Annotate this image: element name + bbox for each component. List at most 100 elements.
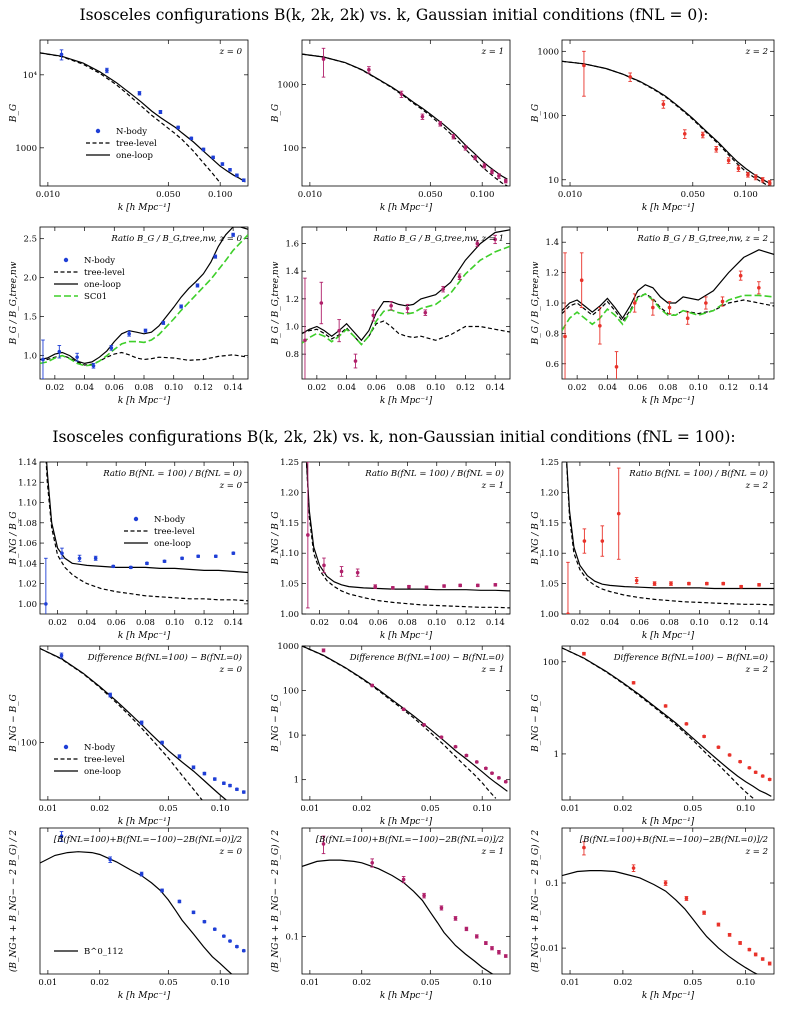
nbody-point [484,766,488,771]
nbody-point [616,511,621,516]
y-tick-label: 1.00 [540,610,559,620]
y-tick-label: 1.4 [545,238,559,248]
x-tick-label: 0.10 [736,804,755,814]
y-axis-label: B_G / B_G,tree,nw [271,261,281,345]
nbody-point [753,952,758,957]
nbody-point [303,338,307,343]
nbody-point [196,554,200,559]
nbody-point [405,306,410,311]
y-tick-label: 100 [543,658,559,668]
nbody-point [661,102,666,107]
panel-annotation-z: z = 2 [745,665,768,675]
x-tick-label: 0.100 [733,190,757,200]
nbody-point [704,301,708,305]
nbody-points [582,50,772,186]
legend-label-oneloop: one-loop [116,151,153,161]
nbody-point [211,155,215,160]
nbody-point [195,283,200,288]
legend: B^0_112 [54,947,123,957]
y-tick-label: 1.0 [285,322,299,332]
x-tick-label: 0.02 [613,804,632,814]
x-tick-label: 0.01 [561,978,580,988]
x-tick-label: 0.02 [570,618,589,628]
x-tick-label: 0.12 [194,383,213,393]
nbody-point [563,334,567,339]
x-axis-label: k [h Mpc⁻¹] [118,203,171,213]
section-title-gaussian: Isosceles configurations B(k, 2k, 2k) vs… [79,6,709,24]
series-line-sc01 [562,292,774,331]
nbody-point [600,539,605,543]
panel-annotation-z: z = 0 [219,665,243,675]
y-tick-label: 10 [288,731,299,741]
x-axis-label: k [h Mpc⁻¹] [642,396,695,406]
chart-panel-r3z2: 0.02 0.04 0.06 0.08 0.10 0.12 0.14 1.00 1.05 1.10… [531,458,775,641]
nbody-point [373,584,378,589]
x-tick-label: 0.02 [613,978,632,988]
x-tick-label: 0.02 [307,383,326,393]
series-group [302,646,508,799]
y-tick-label: 1000 [15,144,37,154]
series-line-one-loop [305,462,510,592]
nbody-point [453,744,458,749]
panel-annotation-z: z = 2 [745,481,768,491]
nbody-point [191,910,196,915]
x-axis-label: k [h Mpc⁻¹] [380,396,433,406]
chart-panel-r1z0: 0.010 0.050 0.100 1000 10⁴ k [h Mpc⁻¹] B_G z = … [9,39,249,213]
nbody-point [702,910,706,915]
x-axis-label: k [h Mpc⁻¹] [380,631,433,641]
x-tick-label: 0.08 [659,383,678,393]
nbody-point [77,556,82,561]
x-tick-label: 0.05 [159,978,178,988]
nbody-point [401,877,406,882]
legend-label-nbody: N-body [116,127,147,137]
nbody-point [231,232,235,237]
nbody-point [684,722,689,726]
x-tick-label: 0.08 [660,618,679,628]
legend: N-body tree-level one-loop [86,127,157,161]
nbody-point [747,765,752,770]
nbody-point [57,349,62,354]
y-tick-label: 1.10 [18,499,37,509]
y-tick-label: 1.05 [280,580,299,590]
nbody-point [475,241,480,246]
chart-panel-r2z2: 0.02 0.04 0.06 0.08 0.10 0.12 0.14 0.6 0.8 1.0 1.2… [531,226,775,406]
nbody-point [457,274,462,279]
nbody-point [160,888,164,893]
nbody-points [41,232,235,379]
x-tick-label: 0.14 [486,383,505,393]
nbody-point [493,583,498,587]
x-tick-label: 0.100 [208,190,232,200]
nbody-point [767,777,772,782]
y-tick-label: 1.02 [18,580,37,590]
x-tick-label: 0.01 [38,804,57,814]
x-tick-label: 0.050 [418,190,442,200]
y-tick-label: 1.00 [280,610,299,620]
y-tick-label: 1.2 [545,269,559,279]
panel-annotation: Difference B(fNL=100) − B(fNL=0) [613,652,768,663]
nbody-point [177,899,182,904]
y-tick-label: 1.20 [540,488,559,498]
legend-label-tree: tree-level [84,268,125,278]
panel-annotation: [B(fNL=100)+B(fNL=−100)−2B(fNL=0)]/2 [316,834,504,845]
legend: N-body tree-level one-loop SC01 [54,256,125,302]
nbody-point [727,933,732,937]
nbody-point [582,651,586,656]
nbody-point [727,753,732,757]
nbody-point [753,175,758,179]
nbody-point [145,561,149,566]
series-line-sc01 [302,245,510,346]
x-axis-label: k [h Mpc⁻¹] [118,396,171,406]
x-tick-label: 0.02 [48,618,67,628]
y-tick-label: 1.5 [23,313,37,323]
nbody-point [59,52,64,57]
nbody-point [189,136,194,141]
legend-marker-nbody [133,516,139,522]
legend-label-oneloop: one-loop [84,767,121,777]
y-axis-label: (B_NG+ + B_NG− − 2 B_G) / 2 [8,830,19,973]
nbody-point [202,771,207,776]
y-tick-label: 1.04 [18,559,37,569]
nbody-points [59,652,246,794]
nbody-point [685,316,690,321]
nbody-point [632,301,637,305]
panel-annotation: Difference B(fNL=100) − B(fNL=0) [87,652,242,663]
